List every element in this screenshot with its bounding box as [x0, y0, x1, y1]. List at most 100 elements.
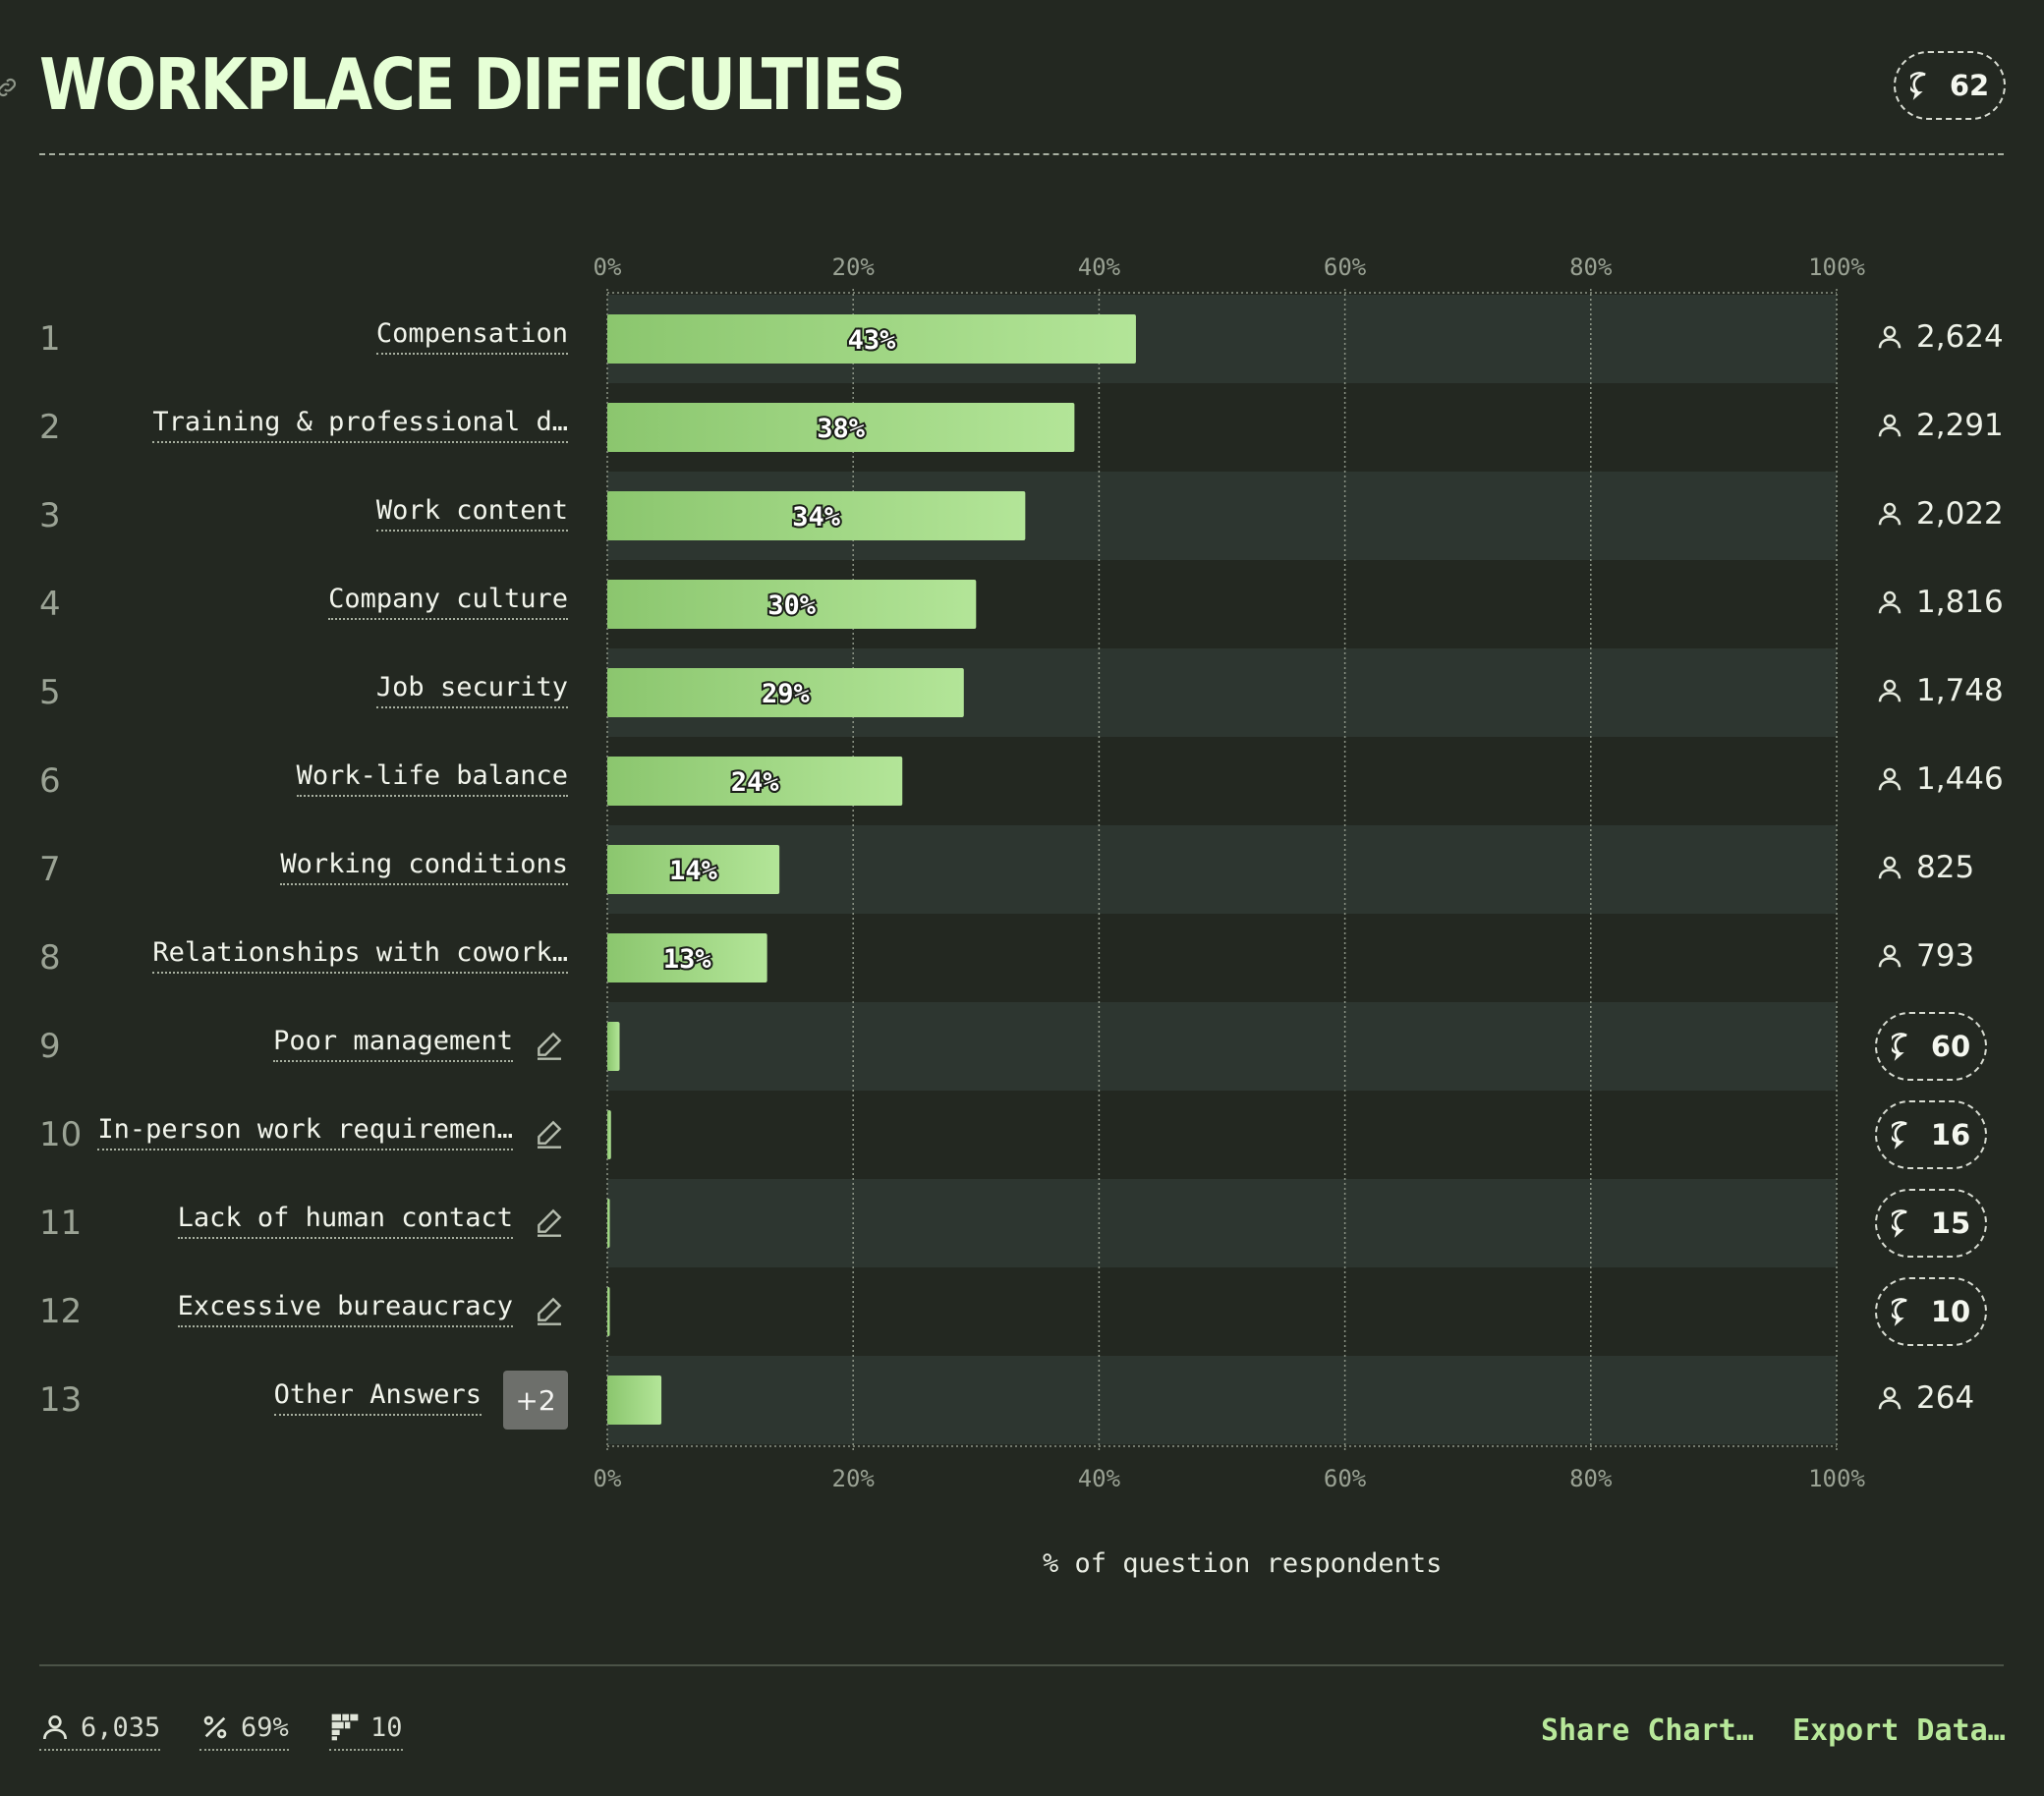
- category-label[interactable]: Other Answers: [273, 1380, 482, 1416]
- comment-count: 62: [1949, 69, 1990, 102]
- x-tick-label-top: 40%: [1078, 253, 1121, 281]
- category-label[interactable]: Company culture: [328, 585, 568, 620]
- user-icon: [43, 1715, 67, 1740]
- bar[interactable]: [607, 668, 964, 717]
- category-label[interactable]: Lack of human contact: [177, 1204, 513, 1239]
- comment-icon: [1891, 1033, 1907, 1061]
- bar-value-label: 38%: [817, 414, 866, 444]
- row-background: [607, 1356, 1837, 1444]
- x-tick-label-top: 0%: [594, 253, 622, 281]
- category-label[interactable]: Working conditions: [280, 850, 568, 885]
- bar-value-label: 43%: [848, 325, 897, 356]
- row-background: [607, 825, 1837, 914]
- bar[interactable]: [607, 1375, 662, 1425]
- bar[interactable]: [607, 933, 767, 982]
- respondent-count-value: 264: [1916, 1380, 1975, 1416]
- respondent-count: 1,446: [1875, 761, 2004, 797]
- respondent-count-value: 793: [1916, 938, 1975, 974]
- row-comments-button[interactable]: 10: [1875, 1277, 1987, 1346]
- footer-percent[interactable]: 69%: [199, 1712, 289, 1751]
- x-tick-label-top: 100%: [1808, 253, 1865, 281]
- row-comment-count: 16: [1930, 1118, 1971, 1151]
- respondent-count: 264: [1875, 1380, 1974, 1416]
- row-comment-count: 15: [1930, 1207, 1971, 1240]
- row-rank: 12: [39, 1292, 83, 1331]
- respondent-count: 2,624: [1875, 319, 2004, 355]
- user-icon: [1878, 679, 1902, 702]
- footer-questions-value: 10: [370, 1712, 403, 1743]
- bar[interactable]: [607, 314, 1136, 364]
- row-background: [607, 1179, 1837, 1267]
- row-comments-button[interactable]: 16: [1875, 1100, 1987, 1169]
- category-label[interactable]: Work content: [375, 496, 568, 532]
- row-rank: 10: [39, 1115, 83, 1154]
- bar[interactable]: [607, 403, 1075, 452]
- respondent-count-value: 825: [1916, 850, 1975, 885]
- row-rank: 11: [39, 1204, 83, 1243]
- bar[interactable]: [607, 1287, 610, 1336]
- footer-respondents[interactable]: 6,035: [39, 1712, 161, 1751]
- footer-percent-value: 69%: [241, 1712, 289, 1743]
- other-answers-expand-button[interactable]: +2: [503, 1371, 568, 1430]
- bar[interactable]: [607, 1110, 611, 1159]
- export-data-link[interactable]: Export Data…: [1792, 1713, 2006, 1748]
- x-tick-label-bottom: 40%: [1078, 1465, 1121, 1492]
- respondent-count-value: 1,748: [1916, 673, 2004, 708]
- bar[interactable]: [607, 491, 1026, 540]
- category-label[interactable]: Compensation: [375, 319, 568, 355]
- user-icon: [1878, 502, 1902, 526]
- bar[interactable]: [607, 1022, 620, 1071]
- category-label[interactable]: Work-life balance: [296, 761, 568, 797]
- respondent-count: 793: [1875, 938, 1974, 974]
- respondent-count-value: 1,816: [1916, 585, 2004, 620]
- row-comments-button[interactable]: 60: [1875, 1012, 1987, 1081]
- bar-value-label: 29%: [762, 679, 811, 709]
- bar-value-label: 34%: [792, 502, 841, 533]
- respondent-count-value: 2,022: [1916, 496, 2004, 532]
- comments-button[interactable]: 62: [1894, 51, 2006, 120]
- bar[interactable]: [607, 757, 903, 806]
- bar[interactable]: [607, 1199, 610, 1248]
- x-tick-label-top: 60%: [1324, 253, 1367, 281]
- header-divider: [39, 153, 2004, 155]
- respondent-count: 1,816: [1875, 585, 2004, 620]
- user-icon: [1878, 414, 1902, 437]
- row-comments-button[interactable]: 15: [1875, 1189, 1987, 1258]
- category-label[interactable]: Training & professional d…: [152, 408, 568, 443]
- edit-icon[interactable]: [534, 1294, 565, 1325]
- x-tick-label-top: 20%: [832, 253, 876, 281]
- row-rank: 9: [39, 1027, 61, 1066]
- category-label[interactable]: Job security: [375, 673, 568, 708]
- bar[interactable]: [607, 580, 977, 629]
- user-icon: [1878, 767, 1902, 791]
- edit-icon[interactable]: [534, 1029, 565, 1060]
- user-icon: [1878, 856, 1902, 879]
- edit-icon[interactable]: [534, 1206, 565, 1237]
- row-rank: 1: [39, 319, 61, 359]
- edit-icon[interactable]: [534, 1117, 565, 1149]
- user-icon: [1878, 325, 1902, 349]
- row-rank: 4: [39, 585, 61, 624]
- category-label[interactable]: Poor management: [273, 1027, 513, 1062]
- link-icon[interactable]: [0, 75, 20, 100]
- respondent-count: 2,291: [1875, 408, 2004, 443]
- footer-questions[interactable]: 10: [329, 1712, 403, 1751]
- x-tick-label-bottom: 100%: [1808, 1465, 1865, 1492]
- category-label[interactable]: Excessive bureaucracy: [177, 1292, 513, 1327]
- row-background: [607, 1002, 1837, 1091]
- row-rank: 7: [39, 850, 61, 889]
- category-label[interactable]: Relationships with cowork…: [152, 938, 568, 974]
- x-tick-label-bottom: 80%: [1569, 1465, 1613, 1492]
- grid-chart-icon: [331, 1713, 359, 1741]
- footer-divider: [39, 1664, 2004, 1666]
- user-icon: [1878, 944, 1902, 968]
- comment-icon: [1891, 1209, 1907, 1238]
- share-chart-link[interactable]: Share Chart…: [1541, 1713, 1754, 1748]
- category-label[interactable]: In-person work requiremen…: [97, 1115, 513, 1151]
- respondent-count: 2,022: [1875, 496, 2004, 532]
- row-rank: 3: [39, 496, 61, 535]
- page-title: WORKPLACE DIFFICULTIES: [39, 43, 906, 126]
- x-tick-label-bottom: 0%: [594, 1465, 622, 1492]
- bar[interactable]: [607, 845, 780, 894]
- bar-value-label: 13%: [663, 944, 712, 975]
